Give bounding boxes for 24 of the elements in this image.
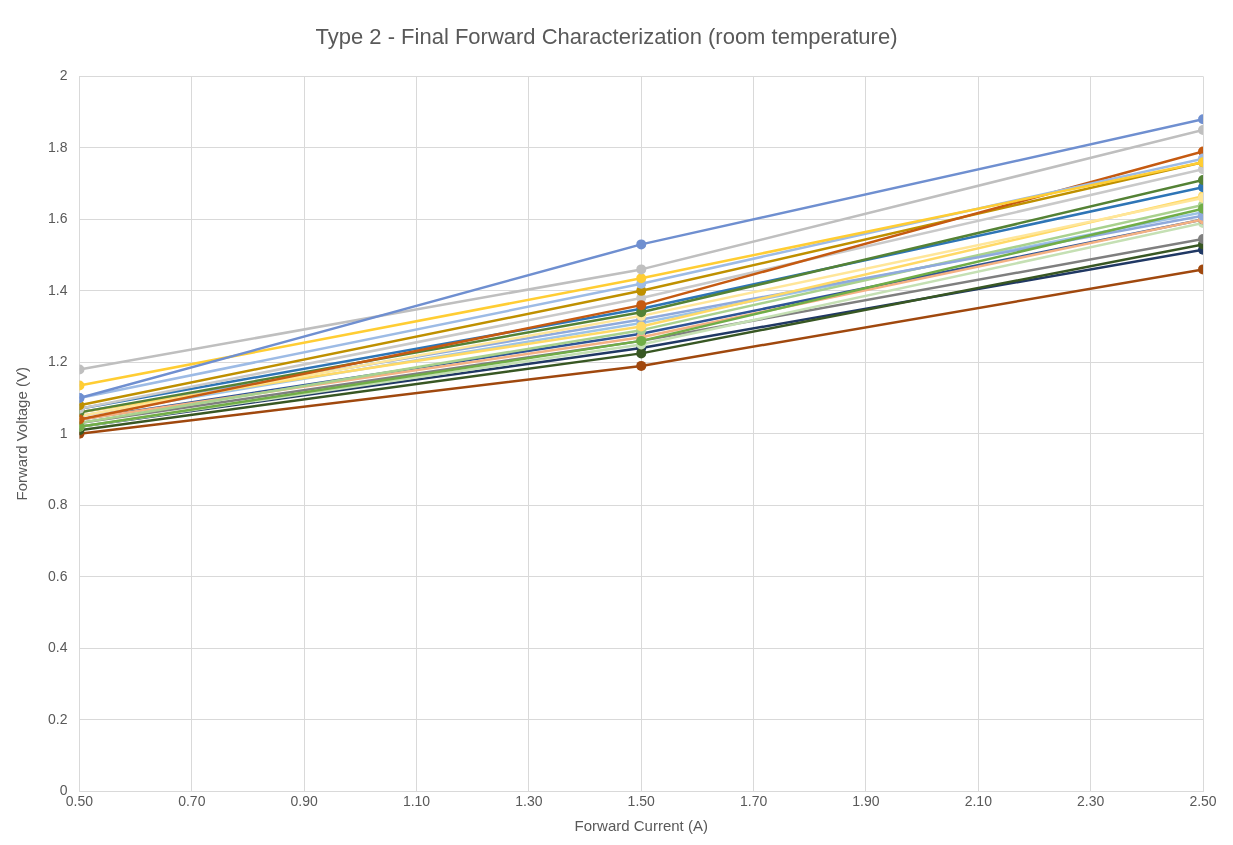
x-tick-label: 1.30 <box>515 793 543 810</box>
y-tick-label: 0.2 <box>47 710 68 727</box>
chart-title: Type 2 - Final Forward Characterization (room temperature) <box>315 24 898 50</box>
x-tick-label: 1.10 <box>402 793 431 810</box>
y-tick-label: 1.8 <box>47 138 68 155</box>
y-tick-label: 0.6 <box>47 567 68 584</box>
x-tick-label: 2.50 <box>1189 793 1217 810</box>
y-tick-label: 1.4 <box>47 281 68 298</box>
x-tick-label: 0.70 <box>178 793 206 810</box>
y-tick-label: 2 <box>59 67 68 84</box>
x-tick-label: 2.10 <box>964 793 993 810</box>
x-tick-label: 0.90 <box>290 793 319 810</box>
x-tick-label: 1.50 <box>627 793 656 810</box>
x-axis-title: Forward Current (A) <box>574 817 708 835</box>
x-tick-label: 1.70 <box>739 793 768 810</box>
y-tick-label: 1.6 <box>47 210 68 227</box>
y-tick-label: 0.8 <box>47 496 68 513</box>
y-tick-label: 1.2 <box>47 353 68 370</box>
x-tick-label: 1.90 <box>852 793 880 810</box>
x-tick-label: 2.30 <box>1077 793 1105 810</box>
y-tick-label: 1 <box>59 424 68 441</box>
y-tick-label: 0.4 <box>47 639 68 656</box>
x-tick-label: 0.50 <box>65 793 94 810</box>
y-axis-title: Forward Voltage (V) <box>13 367 31 501</box>
